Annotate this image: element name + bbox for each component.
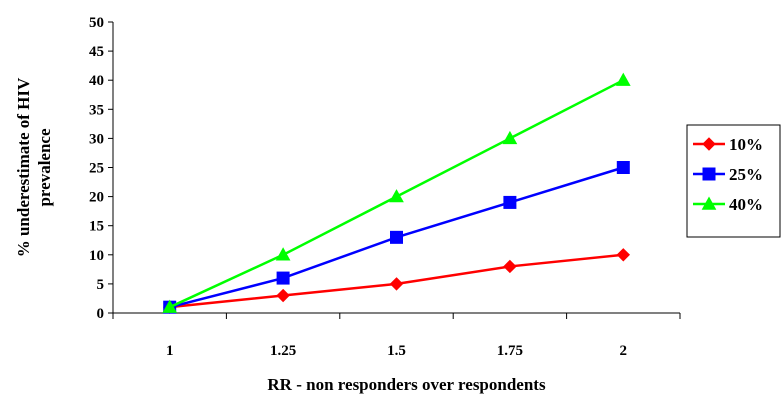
legend-marker bbox=[702, 167, 716, 181]
y-tick-label: 45 bbox=[89, 44, 104, 60]
legend-item: 10% bbox=[693, 135, 763, 154]
legend-marker bbox=[702, 137, 716, 151]
data-point bbox=[276, 288, 290, 303]
y-axis-title-line-2: prevalence bbox=[35, 128, 54, 207]
x-tick-label: 1.75 bbox=[497, 343, 523, 359]
series-group bbox=[162, 72, 631, 314]
x-tick-label: 2 bbox=[620, 343, 628, 359]
x-tick-label: 1 bbox=[166, 343, 174, 359]
data-point bbox=[390, 230, 403, 244]
y-tick-label: 5 bbox=[97, 277, 105, 293]
series-25pct bbox=[163, 161, 630, 314]
x-tick-label: 1.25 bbox=[270, 343, 296, 359]
y-tick-label: 15 bbox=[89, 219, 104, 235]
legend: 10% 25% 40% bbox=[686, 124, 781, 238]
legend-label: 25% bbox=[729, 165, 763, 184]
y-axis-ticks: 0 5 10 15 20 25 30 35 40 45 50 bbox=[89, 15, 113, 322]
data-point bbox=[616, 248, 631, 262]
legend-label: 10% bbox=[729, 135, 763, 154]
data-point bbox=[503, 195, 517, 209]
legend-label: 40% bbox=[729, 195, 763, 214]
y-tick-label: 35 bbox=[89, 102, 104, 118]
data-point bbox=[389, 277, 404, 291]
y-tick-label: 25 bbox=[89, 161, 104, 177]
y-tick-label: 50 bbox=[89, 15, 104, 31]
y-axis-title-line-1: % underestimate of HIV bbox=[14, 77, 33, 257]
data-point bbox=[276, 271, 290, 285]
axes bbox=[112, 22, 680, 314]
y-tick-label: 20 bbox=[89, 190, 104, 206]
x-axis-title: RR - non responders over respondents bbox=[267, 375, 546, 394]
y-tick-label: 10 bbox=[89, 248, 104, 264]
legend-item: 25% bbox=[693, 165, 763, 184]
data-point bbox=[503, 259, 517, 274]
data-point bbox=[389, 189, 404, 203]
x-axis-ticks: 1 1.25 1.5 1.75 2 bbox=[112, 313, 681, 359]
series-10pct bbox=[162, 248, 631, 314]
series-40pct bbox=[162, 72, 631, 313]
data-point bbox=[615, 72, 631, 86]
data-point bbox=[162, 299, 178, 313]
y-tick-label: 0 bbox=[97, 306, 105, 322]
data-point bbox=[275, 247, 291, 261]
y-tick-label: 30 bbox=[89, 131, 104, 147]
legend-marker bbox=[701, 196, 717, 210]
legend-item: 40% bbox=[693, 195, 763, 214]
y-axis-title: % underestimate of HIV prevalence bbox=[14, 77, 54, 257]
y-tick-label: 40 bbox=[89, 73, 104, 89]
data-point bbox=[616, 161, 630, 174]
data-point bbox=[502, 130, 518, 145]
x-tick-label: 1.5 bbox=[387, 343, 406, 359]
